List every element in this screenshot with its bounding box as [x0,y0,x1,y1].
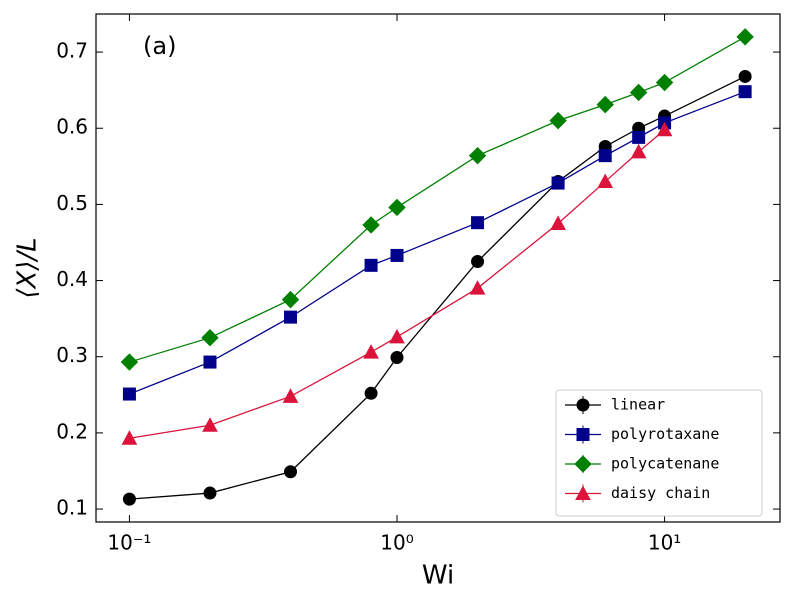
marker [364,386,378,400]
marker [469,280,486,295]
marker [389,328,405,344]
marker [202,417,218,432]
marker [284,310,298,324]
x-tick-label: 10⁻¹ [107,531,151,555]
marker [598,149,612,163]
marker [549,111,567,130]
y-tick-label: 0.2 [56,419,88,443]
marker [550,215,566,230]
marker [122,492,136,506]
marker [362,216,380,234]
marker [122,387,136,401]
legend-label: polyrotaxane [611,425,719,443]
marker [596,95,614,114]
marker [574,455,592,473]
legend-label: polycatenane [611,455,719,473]
marker [282,388,299,403]
x-tick-label: 10¹ [648,531,681,555]
plot-frame [95,13,781,523]
annotation: (a) [143,32,176,60]
marker [203,355,217,369]
x-tick-label: 10⁰ [380,531,413,555]
marker [471,216,485,230]
marker [575,485,591,500]
series-line [129,91,746,395]
marker [363,344,379,359]
y-tick-label: 0.4 [56,267,88,291]
legend-box [555,389,763,517]
marker [576,398,590,412]
marker [201,328,219,347]
y-tick-label: 0.1 [56,496,88,520]
y-tick-label: 0.7 [56,39,88,63]
marker [121,430,138,445]
marker [738,69,752,83]
x-axis-label: Wi [422,561,454,591]
marker [630,143,647,159]
marker [120,353,139,371]
marker [576,428,590,441]
marker [284,465,298,479]
legend: linear polyrotaxane polycatenane daisy chai… [555,389,763,517]
marker [597,173,614,189]
y-tick-label: 0.5 [56,191,88,215]
marker [390,350,404,364]
marker [656,121,673,137]
series-line [129,129,665,439]
marker [655,73,674,92]
y-tick-label: 0.3 [56,343,88,367]
marker [629,83,648,102]
marker [468,146,487,165]
marker [388,198,406,217]
marker [738,85,752,99]
legend-label: daisy chain [611,484,710,502]
marker [736,28,754,46]
y-axis-label: ⟨X⟩/L [13,237,43,298]
marker [471,255,485,269]
marker [364,258,378,272]
marker [281,290,300,309]
marker [551,176,565,190]
legend-label: linear [611,396,665,414]
y-tick-label: 0.6 [56,115,88,139]
marker [390,248,404,262]
marker [632,130,646,144]
marker [203,486,217,500]
